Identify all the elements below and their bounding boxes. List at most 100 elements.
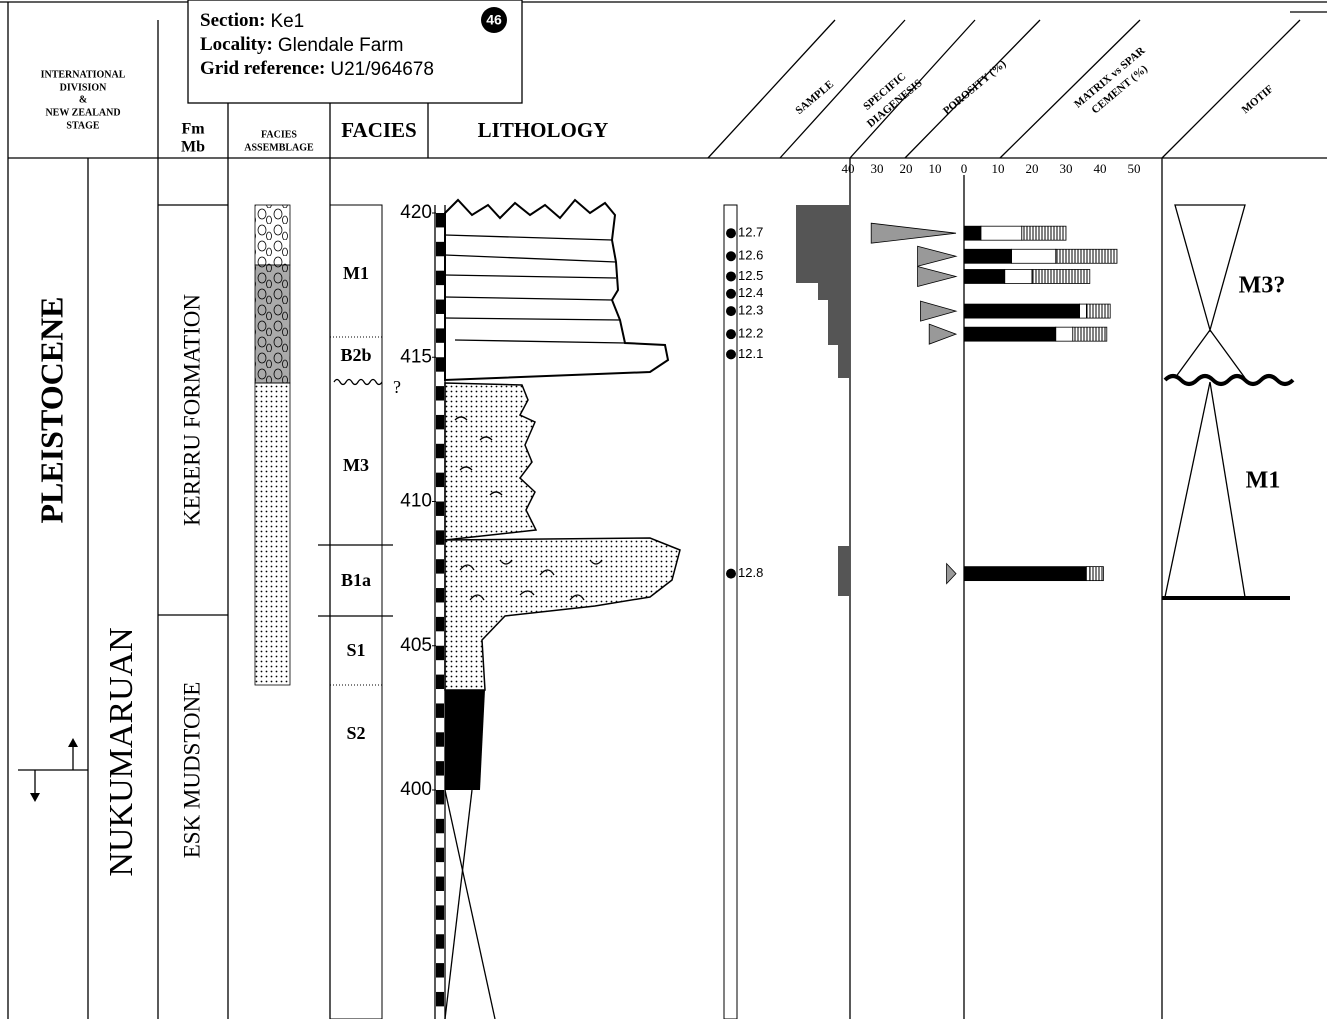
scale-block	[436, 905, 444, 920]
scale-block	[436, 472, 444, 488]
porosity-tick-label: 10	[929, 161, 942, 176]
header: &	[79, 94, 87, 105]
facies-label: S1	[346, 640, 365, 660]
stage: NUKUMARUAN	[103, 627, 140, 876]
scale-block	[436, 270, 444, 286]
section-number: 46	[486, 12, 502, 28]
scale-block	[436, 963, 444, 978]
cement-spar	[1031, 269, 1091, 284]
value: U21/964678	[330, 59, 434, 80]
header: NEW ZEALAND	[45, 107, 120, 118]
cement-matrix	[963, 566, 1087, 582]
value: Ke1	[270, 11, 304, 32]
header: LITHOLOGY	[478, 118, 609, 142]
label: Locality:	[200, 34, 273, 55]
svg-text:Grid reference:U21/964678: Grid reference: U21/964678	[200, 58, 434, 80]
motif-label: M3?	[1239, 273, 1286, 299]
scale-block	[436, 357, 444, 372]
sample-label: 12.4	[738, 285, 763, 300]
porosity-tick-label: 20	[900, 161, 913, 176]
svg-text:Section:Ke1: Section: Ke1	[200, 10, 304, 32]
sample-dot	[726, 329, 736, 340]
facies-assemblage	[254, 204, 291, 686]
cement-matrix	[963, 303, 1080, 319]
scale-block	[436, 790, 444, 805]
formation: KERERU FORMATION	[179, 294, 204, 526]
diagenesis	[796, 205, 850, 596]
cement-open	[1011, 248, 1057, 264]
header: SAMPLE	[793, 78, 836, 117]
cement-open	[1079, 303, 1087, 319]
sample-label: 12.6	[738, 248, 763, 263]
scale-block	[436, 386, 444, 401]
sample-label: 12.8	[738, 565, 763, 580]
cement-matrix	[963, 326, 1057, 342]
cement-matrix	[963, 269, 1006, 284]
sample-column	[723, 204, 738, 1019]
depth-label: 410	[400, 491, 432, 512]
cement-matrix	[963, 248, 1012, 264]
cement-spar	[1072, 326, 1108, 342]
depth-label: 400	[400, 779, 432, 800]
sample-dot	[726, 251, 736, 262]
facies-label: S2	[346, 723, 365, 743]
sample-dot	[726, 349, 736, 360]
header: STAGE	[66, 120, 99, 131]
porosity-wedge	[917, 245, 958, 267]
sample-dot	[726, 288, 736, 299]
scale-block	[436, 934, 444, 949]
facies-label: B2b	[340, 345, 371, 365]
matrix-tick-label: 50	[1128, 161, 1141, 176]
porosity-tick-label: 40	[842, 161, 855, 176]
scale-block	[436, 213, 444, 228]
depth-label: 415	[400, 346, 432, 367]
matrix-tick-label: 20	[1026, 161, 1039, 176]
scale-block	[436, 876, 444, 891]
sample-label: 12.5	[738, 268, 763, 283]
svg-text:Locality:Glendale Farm: Locality: Glendale Farm	[200, 34, 404, 56]
scale-block	[436, 328, 444, 343]
scale-block	[436, 443, 444, 459]
scale-block	[436, 818, 444, 834]
porosity-tick-label: 0	[961, 161, 968, 176]
scale-block	[436, 703, 444, 718]
scale-block	[436, 588, 444, 603]
scale-block	[436, 501, 444, 516]
scale-block	[436, 847, 444, 863]
header: Fm	[181, 121, 205, 138]
depth-label: 420	[400, 202, 432, 223]
scale-block	[436, 645, 444, 661]
title-box: Section: Ke1 Locality: Glendale Farm Grid …	[187, 0, 523, 104]
cement-spar	[1055, 248, 1118, 264]
sample-label: 12.2	[738, 326, 763, 341]
porosity-wedge	[870, 222, 957, 244]
label: Section:	[200, 10, 265, 31]
facies-label: M1	[343, 263, 369, 283]
depth-label: 405	[400, 635, 432, 656]
cement-spar	[1086, 303, 1111, 319]
sample-dot	[726, 271, 736, 282]
facies-label: B1a	[341, 570, 371, 590]
query: ?	[393, 377, 401, 397]
label: Grid reference:	[200, 58, 325, 79]
motif-label: M1	[1246, 468, 1281, 494]
scale-block	[436, 299, 444, 314]
scale-block	[436, 761, 444, 776]
scale-block	[436, 530, 444, 545]
porosity-wedge	[928, 323, 958, 345]
matrix-tick-label: 10	[992, 161, 1005, 176]
scale-block	[436, 732, 444, 747]
value: Glendale Farm	[278, 35, 404, 56]
porosity-tick-label: 30	[871, 161, 884, 176]
sample-dot	[726, 306, 736, 317]
cement-open	[1055, 326, 1074, 342]
header: FACIES	[261, 129, 297, 140]
sample-label: 12.7	[738, 225, 763, 240]
units: PLEISTOCENE NUKUMARUAN KERERU FORMATION …	[33, 294, 204, 877]
header: INTERNATIONAL	[41, 69, 126, 80]
matrix-tick-label: 40	[1094, 161, 1107, 176]
scale-block	[436, 991, 444, 1007]
matrix-tick-label: 30	[1060, 161, 1073, 176]
lithology	[434, 198, 681, 1019]
